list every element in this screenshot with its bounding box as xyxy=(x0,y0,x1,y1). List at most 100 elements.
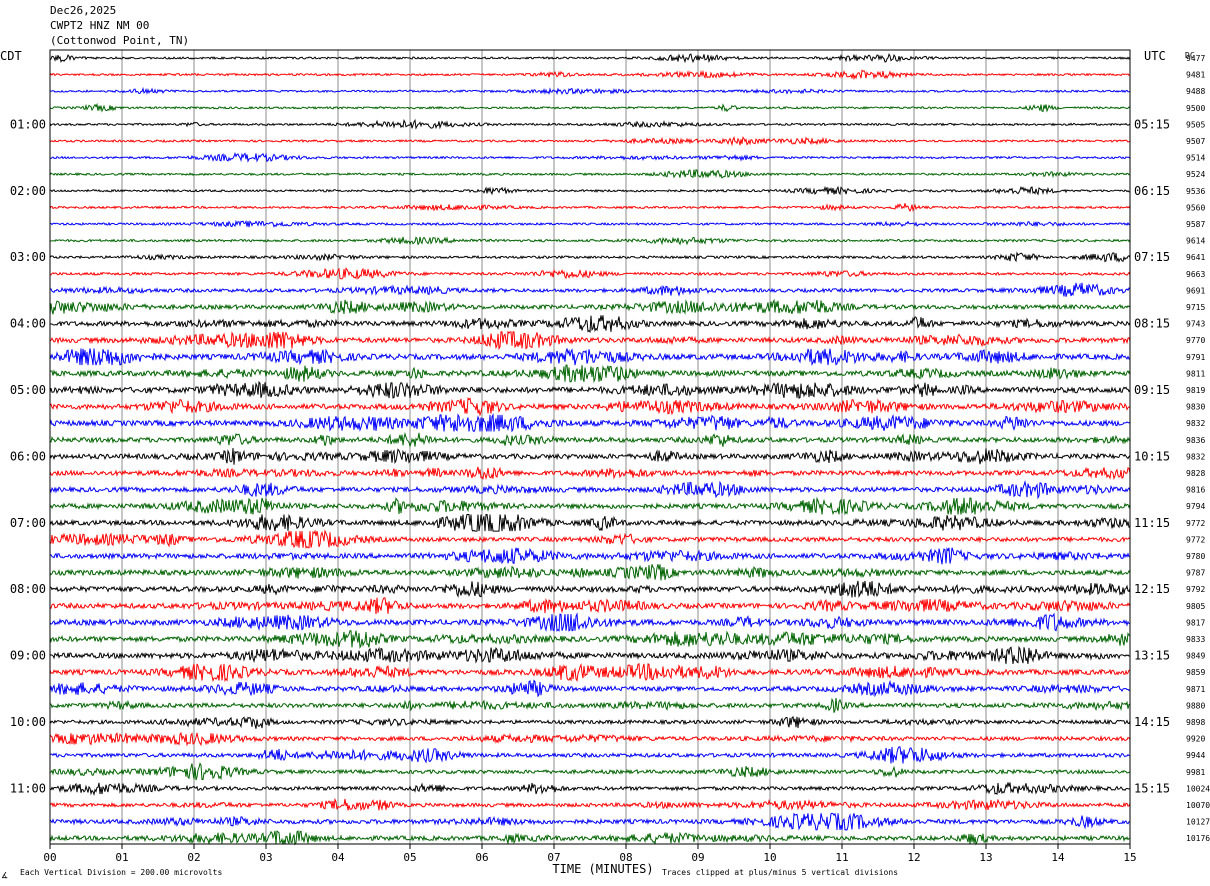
dc-offset-14: 9691 xyxy=(1186,286,1205,295)
x-tick-label-11: 11 xyxy=(835,851,848,864)
left-hour-label-0300: 03:00 xyxy=(10,250,46,264)
x-tick-label-08: 08 xyxy=(619,851,632,864)
right-hour-label-0615: 06:15 xyxy=(1134,184,1170,198)
footer-clipping-note: Traces clipped at plus/minus 5 vertical … xyxy=(662,868,898,877)
dc-offset-5: 9507 xyxy=(1186,137,1205,146)
dc-offset-4: 9505 xyxy=(1186,120,1205,129)
x-axis-title: TIME (MINUTES) xyxy=(552,862,653,876)
trace-40 xyxy=(49,715,1131,729)
chart-grid xyxy=(121,50,1059,844)
dc-offset-1: 9481 xyxy=(1186,71,1205,80)
trace-20 xyxy=(49,380,1131,399)
left-hour-label-0900: 09:00 xyxy=(10,649,46,663)
trace-10 xyxy=(49,219,1131,228)
trace-12 xyxy=(49,251,1131,263)
trace-34 xyxy=(49,612,1131,632)
trace-19 xyxy=(49,364,1131,384)
right-hour-label-1015: 10:15 xyxy=(1134,449,1170,463)
dc-offset-46: 10127 xyxy=(1186,818,1210,827)
trace-41 xyxy=(49,732,1131,747)
dc-offset-3: 9500 xyxy=(1186,104,1205,113)
chart-labels: 00 01 02 03 04 05 06 07 08 09 10 11 12 13 14 15 CDT UTC DC… xyxy=(0,49,1210,880)
dc-offset-2: 9488 xyxy=(1186,87,1205,96)
dc-offset-47: 10176 xyxy=(1186,834,1210,843)
x-tick-label-05: 05 xyxy=(403,851,416,864)
plot-frame xyxy=(49,49,1131,845)
right-hour-label-1415: 14:15 xyxy=(1134,715,1170,729)
dc-offset-32: 9792 xyxy=(1186,585,1205,594)
trace-16 xyxy=(49,315,1131,334)
dc-offset-40: 9898 xyxy=(1186,718,1205,727)
right-hour-label-1315: 13:15 xyxy=(1134,649,1170,663)
left-hour-label-1000: 10:00 xyxy=(10,715,46,729)
footer-vertical-division: Each Vertical Division = 200.00 microvol… xyxy=(20,868,222,877)
x-tick-label-14: 14 xyxy=(1051,851,1065,864)
dc-offset-20: 9819 xyxy=(1186,386,1205,395)
trace-14 xyxy=(49,282,1131,297)
trace-22 xyxy=(49,413,1131,433)
trace-45 xyxy=(49,797,1131,812)
dc-offset-18: 9791 xyxy=(1186,353,1205,362)
trace-4 xyxy=(49,118,1131,130)
dc-offset-23: 9836 xyxy=(1186,436,1205,445)
right-hour-label-0515: 05:15 xyxy=(1134,117,1170,131)
dc-offset-45: 10070 xyxy=(1186,801,1210,810)
dc-offset-0: 9477 xyxy=(1186,54,1205,63)
chart-traces xyxy=(49,53,1131,846)
dc-offset-9: 9560 xyxy=(1186,203,1205,212)
left-hour-label-0600: 06:00 xyxy=(10,449,46,463)
dc-offset-16: 9743 xyxy=(1186,320,1205,329)
trace-5 xyxy=(49,136,1131,147)
dc-label: DC xyxy=(1185,51,1195,60)
right-hour-label-0815: 08:15 xyxy=(1134,317,1170,331)
left-axis-label-cdt: CDT xyxy=(0,49,22,63)
trace-6 xyxy=(49,151,1131,163)
trace-35 xyxy=(49,630,1131,649)
trace-31 xyxy=(49,564,1131,581)
trace-25 xyxy=(49,466,1131,481)
dc-offset-39: 9880 xyxy=(1186,701,1205,710)
right-hour-label-1115: 11:15 xyxy=(1134,516,1170,530)
trace-30 xyxy=(49,547,1131,565)
dc-offset-42: 9944 xyxy=(1186,751,1205,760)
trace-18 xyxy=(49,348,1131,367)
trace-42 xyxy=(49,746,1131,764)
dc-offset-37: 9859 xyxy=(1186,668,1205,677)
trace-2 xyxy=(49,86,1131,96)
dc-offset-7: 9524 xyxy=(1186,170,1205,179)
x-tick-label-09: 09 xyxy=(691,851,704,864)
x-tick-label-12: 12 xyxy=(907,851,920,864)
dc-offset-35: 9833 xyxy=(1186,635,1205,644)
x-tick-label-06: 06 xyxy=(475,851,488,864)
trace-43 xyxy=(49,762,1131,781)
trace-33 xyxy=(49,597,1131,615)
dc-offset-6: 9514 xyxy=(1186,154,1205,163)
chart-frame xyxy=(49,49,1131,849)
dc-offset-44: 10024 xyxy=(1186,784,1210,793)
trace-37 xyxy=(49,662,1131,683)
left-hour-label-0700: 07:00 xyxy=(10,516,46,530)
trace-32 xyxy=(49,580,1131,599)
dc-offset-38: 9871 xyxy=(1186,685,1205,694)
x-tick-label-01: 01 xyxy=(115,851,128,864)
trace-46 xyxy=(49,812,1131,831)
dc-offset-19: 9811 xyxy=(1186,369,1205,378)
dc-offset-22: 9832 xyxy=(1186,419,1205,428)
dc-offset-21: 9830 xyxy=(1186,403,1205,412)
left-hour-label-0500: 05:00 xyxy=(10,383,46,397)
x-tick-label-04: 04 xyxy=(331,851,345,864)
x-tick-label-15: 15 xyxy=(1123,851,1136,864)
dc-offset-10: 9587 xyxy=(1186,220,1205,229)
dc-offset-8: 9536 xyxy=(1186,187,1205,196)
right-hour-label-1515: 15:15 xyxy=(1134,781,1170,795)
trace-17 xyxy=(49,330,1131,351)
dc-offset-26: 9816 xyxy=(1186,486,1205,495)
corner-mark: ∡ xyxy=(1,871,8,880)
right-axis-label-utc: UTC xyxy=(1144,49,1166,63)
left-hour-label-1100: 11:00 xyxy=(10,781,46,795)
dc-offset-12: 9641 xyxy=(1186,253,1205,262)
trace-23 xyxy=(49,431,1131,448)
right-hour-label-0715: 07:15 xyxy=(1134,250,1170,264)
dc-offset-30: 9780 xyxy=(1186,552,1205,561)
